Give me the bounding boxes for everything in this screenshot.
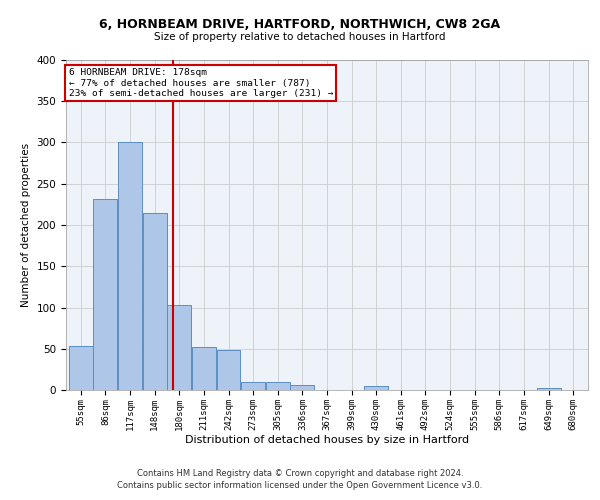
Text: 6, HORNBEAM DRIVE, HARTFORD, NORTHWICH, CW8 2GA: 6, HORNBEAM DRIVE, HARTFORD, NORTHWICH, … bbox=[100, 18, 500, 30]
Bar bbox=[217, 350, 241, 390]
X-axis label: Distribution of detached houses by size in Hartford: Distribution of detached houses by size … bbox=[185, 436, 469, 446]
Bar bbox=[69, 346, 92, 390]
Text: Contains HM Land Registry data © Crown copyright and database right 2024.: Contains HM Land Registry data © Crown c… bbox=[137, 468, 463, 477]
Text: Size of property relative to detached houses in Hartford: Size of property relative to detached ho… bbox=[154, 32, 446, 42]
Bar bbox=[94, 198, 118, 390]
Y-axis label: Number of detached properties: Number of detached properties bbox=[21, 143, 31, 307]
Bar bbox=[536, 388, 560, 390]
Bar bbox=[118, 142, 142, 390]
Bar bbox=[143, 212, 167, 390]
Text: Contains public sector information licensed under the Open Government Licence v3: Contains public sector information licen… bbox=[118, 481, 482, 490]
Bar bbox=[167, 305, 191, 390]
Bar bbox=[241, 382, 265, 390]
Bar bbox=[266, 382, 290, 390]
Bar bbox=[364, 386, 388, 390]
Bar bbox=[192, 347, 216, 390]
Text: 6 HORNBEAM DRIVE: 178sqm
← 77% of detached houses are smaller (787)
23% of semi-: 6 HORNBEAM DRIVE: 178sqm ← 77% of detach… bbox=[68, 68, 333, 98]
Bar bbox=[290, 385, 314, 390]
